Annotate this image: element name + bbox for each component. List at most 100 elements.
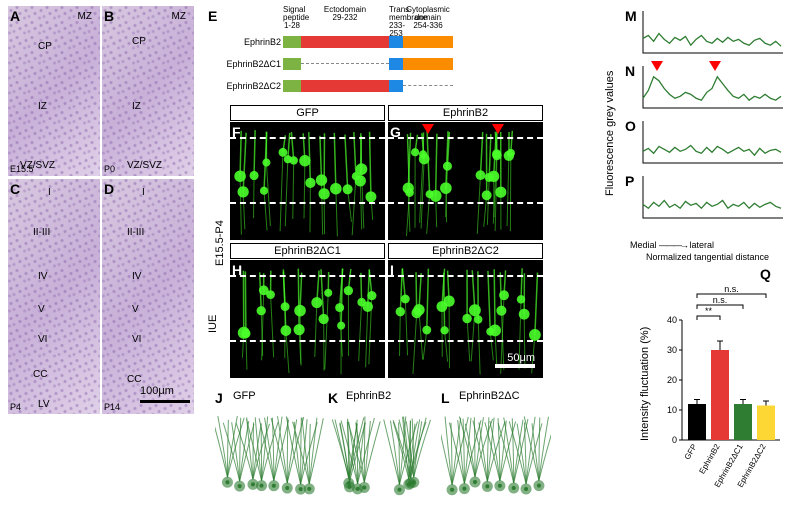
layer-label: CC <box>127 374 141 385</box>
layer-label: LV <box>38 399 50 410</box>
svg-text:n.s.: n.s. <box>713 295 728 305</box>
layer-label: VI <box>38 334 47 345</box>
layer-label: IV <box>132 271 141 282</box>
layer-label: VI <box>132 334 141 345</box>
fluor-panel-H <box>230 260 385 378</box>
panel-label-I: I <box>390 262 394 278</box>
panel-label-J: J <box>215 390 223 406</box>
trace-panel: M <box>625 6 785 61</box>
trace-ylabel: Fluorescence grey values <box>604 36 616 196</box>
trace-xlabel: Normalized tangential distance <box>625 252 788 262</box>
histology-panel-B: MZ CP IZ VZ/SVZ P0 <box>102 6 194 176</box>
construct-name: EphrinB2 <box>223 37 281 47</box>
svg-text:n.s.: n.s. <box>724 284 739 294</box>
fluor-panel-I: 50μm <box>388 260 543 378</box>
red-arrow-icon <box>651 61 663 71</box>
scale-bar-hist <box>140 400 190 403</box>
fluor-panel-G <box>388 122 543 240</box>
layer-label: II-III <box>33 227 50 238</box>
stage-label: P14 <box>104 402 120 412</box>
domain-segment <box>403 58 453 70</box>
construct-schematic: Signal peptide 1-28Ectodomain 29-232Tran… <box>228 6 508 101</box>
panel-label-C: C <box>10 181 20 197</box>
domain-segment <box>283 58 301 70</box>
cartoon-panel: LEphrinB2ΔC <box>441 390 551 520</box>
domain-segment <box>283 80 301 92</box>
layer-label: IV <box>38 271 47 282</box>
bar-chart: 010203040GFPEphrinB2EphrinB2ΔC1EphrinB2Δ… <box>660 280 785 500</box>
layer-label: MZ <box>172 11 186 22</box>
histology-panel-A: MZ CP IZ VZ/SVZ E15.5 <box>8 6 100 176</box>
svg-text:20: 20 <box>667 375 677 385</box>
side-label-e155: E15.5-P4 <box>214 206 226 266</box>
trace-panel: O <box>625 116 785 171</box>
panel-label-H: H <box>232 262 242 278</box>
layer-label: I <box>48 187 51 198</box>
panel-label-L: L <box>441 390 450 406</box>
layer-label: IZ <box>38 101 47 112</box>
svg-text:GFP: GFP <box>683 443 699 462</box>
construct-name: EphrinB2ΔC1 <box>223 59 281 69</box>
domain-header: Signal peptide 1-28 <box>283 6 301 30</box>
layer-label: V <box>132 304 139 315</box>
histology-panel-C: I II-III IV V VI CC LV P4 <box>8 179 100 414</box>
panel-label-D: D <box>104 181 114 197</box>
stage-label: E15.5 <box>10 164 34 174</box>
domain-segment <box>283 36 301 48</box>
panel-label-K: K <box>328 390 338 406</box>
layer-label: V <box>38 304 45 315</box>
layer-label: MZ <box>78 11 92 22</box>
layer-label: II-III <box>127 227 144 238</box>
domain-segment <box>301 80 389 92</box>
layer-label: CC <box>33 369 47 380</box>
construct-row: EphrinB2ΔC1 <box>228 58 508 72</box>
red-arrow-icon <box>492 124 504 134</box>
domain-header: Trans- membrane 233-253 <box>389 6 403 38</box>
trace-panel: P <box>625 171 785 226</box>
svg-text:40: 40 <box>667 315 677 325</box>
fluor-title: EphrinB2ΔC1 <box>230 243 385 259</box>
construct-row: EphrinB2 <box>228 36 508 50</box>
panel-label-A: A <box>10 8 20 24</box>
fluor-title: EphrinB2ΔC2 <box>388 243 543 259</box>
construct-name: EphrinB2ΔC2 <box>223 81 281 91</box>
stage-label: P4 <box>10 402 21 412</box>
domain-segment <box>301 36 389 48</box>
svg-text:**: ** <box>705 306 713 316</box>
construct-row: EphrinB2ΔC2 <box>228 80 508 94</box>
domain-header: Cytoplasmic domain 254-336 <box>403 6 453 30</box>
scale-text-fluor: 50μm <box>507 352 535 364</box>
barchart-ylabel: Intensity fluctuation (%) <box>639 291 651 441</box>
histology-panel-D: I II-III IV V VI CC P14 <box>102 179 194 414</box>
layer-label: CP <box>132 36 146 47</box>
red-arrow-icon <box>709 61 721 71</box>
domain-segment <box>403 85 453 86</box>
trace-panel: N <box>625 61 785 116</box>
svg-text:0: 0 <box>672 435 677 445</box>
cartoon-title: GFP <box>233 390 256 402</box>
cartoon-panel: J GFP <box>215 390 325 520</box>
side-label-iue: IUE <box>207 303 219 333</box>
domain-segment <box>389 36 403 48</box>
panel-label-F: F <box>232 124 241 140</box>
panel-label-G: G <box>390 124 401 140</box>
layer-label: I <box>142 187 145 198</box>
scale-bar-fluor <box>495 364 535 368</box>
layer-label: VZ/SVZ <box>127 160 162 171</box>
svg-text:30: 30 <box>667 345 677 355</box>
cartoon-title: EphrinB2 <box>346 390 391 402</box>
red-arrow-icon <box>422 124 434 134</box>
panel-label-E: E <box>208 8 217 24</box>
svg-text:EphrinB2: EphrinB2 <box>697 442 722 475</box>
trace-xdir: Medial ———→ lateral <box>630 240 714 250</box>
domain-header: Ectodomain 29-232 <box>301 6 389 22</box>
domain-segment <box>301 63 389 64</box>
layer-label: CP <box>38 41 52 52</box>
fluor-title: EphrinB2 <box>388 105 543 121</box>
domain-segment <box>389 58 403 70</box>
fluor-title: GFP <box>230 105 385 121</box>
svg-text:10: 10 <box>667 405 677 415</box>
scale-text-hist: 100μm <box>140 385 174 397</box>
panel-label-B: B <box>104 8 114 24</box>
stage-label: P0 <box>104 164 115 174</box>
